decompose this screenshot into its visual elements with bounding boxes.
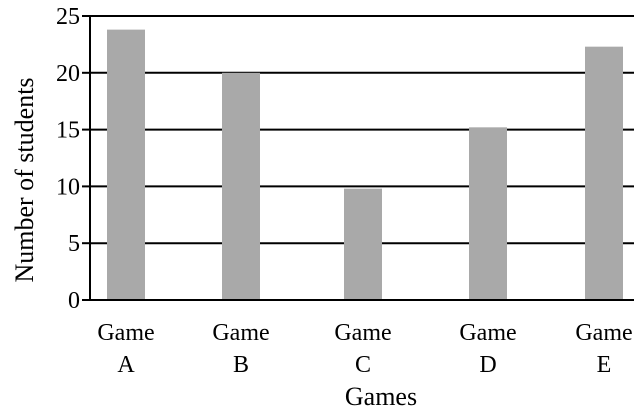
bar-a [107,29,145,301]
y-tick-label: 15 [56,118,80,144]
y-axis-label: Number of students [10,77,39,282]
bar-c [344,188,382,300]
x-tick-label: Game [97,320,154,346]
axes [82,15,634,301]
x-tick-label: Game [334,320,391,346]
x-axis-label: Games [345,382,417,411]
y-tick-label: 10 [56,174,80,200]
x-tick-label: D [479,352,496,378]
y-tick-label: 20 [56,61,80,87]
x-tick-label: E [597,352,612,378]
bar-d [469,127,507,300]
bars [107,29,623,301]
x-category-labels: Game A Game B Game C Game D Game E [97,320,632,378]
x-tick-label: Game [575,320,632,346]
x-tick-label: B [233,352,249,378]
x-tick-label: Game [459,320,516,346]
y-tick-labels: 0 5 10 15 20 25 [56,4,80,314]
y-tick-label: 5 [68,231,80,257]
x-tick-label: A [117,352,135,378]
bar-e [585,46,623,301]
bar-b [222,72,260,300]
gridlines [90,15,634,245]
y-tick-label: 25 [56,4,80,30]
x-tick-label: C [355,352,371,378]
x-tick-label: Game [212,320,269,346]
y-tick-label: 0 [68,288,80,314]
